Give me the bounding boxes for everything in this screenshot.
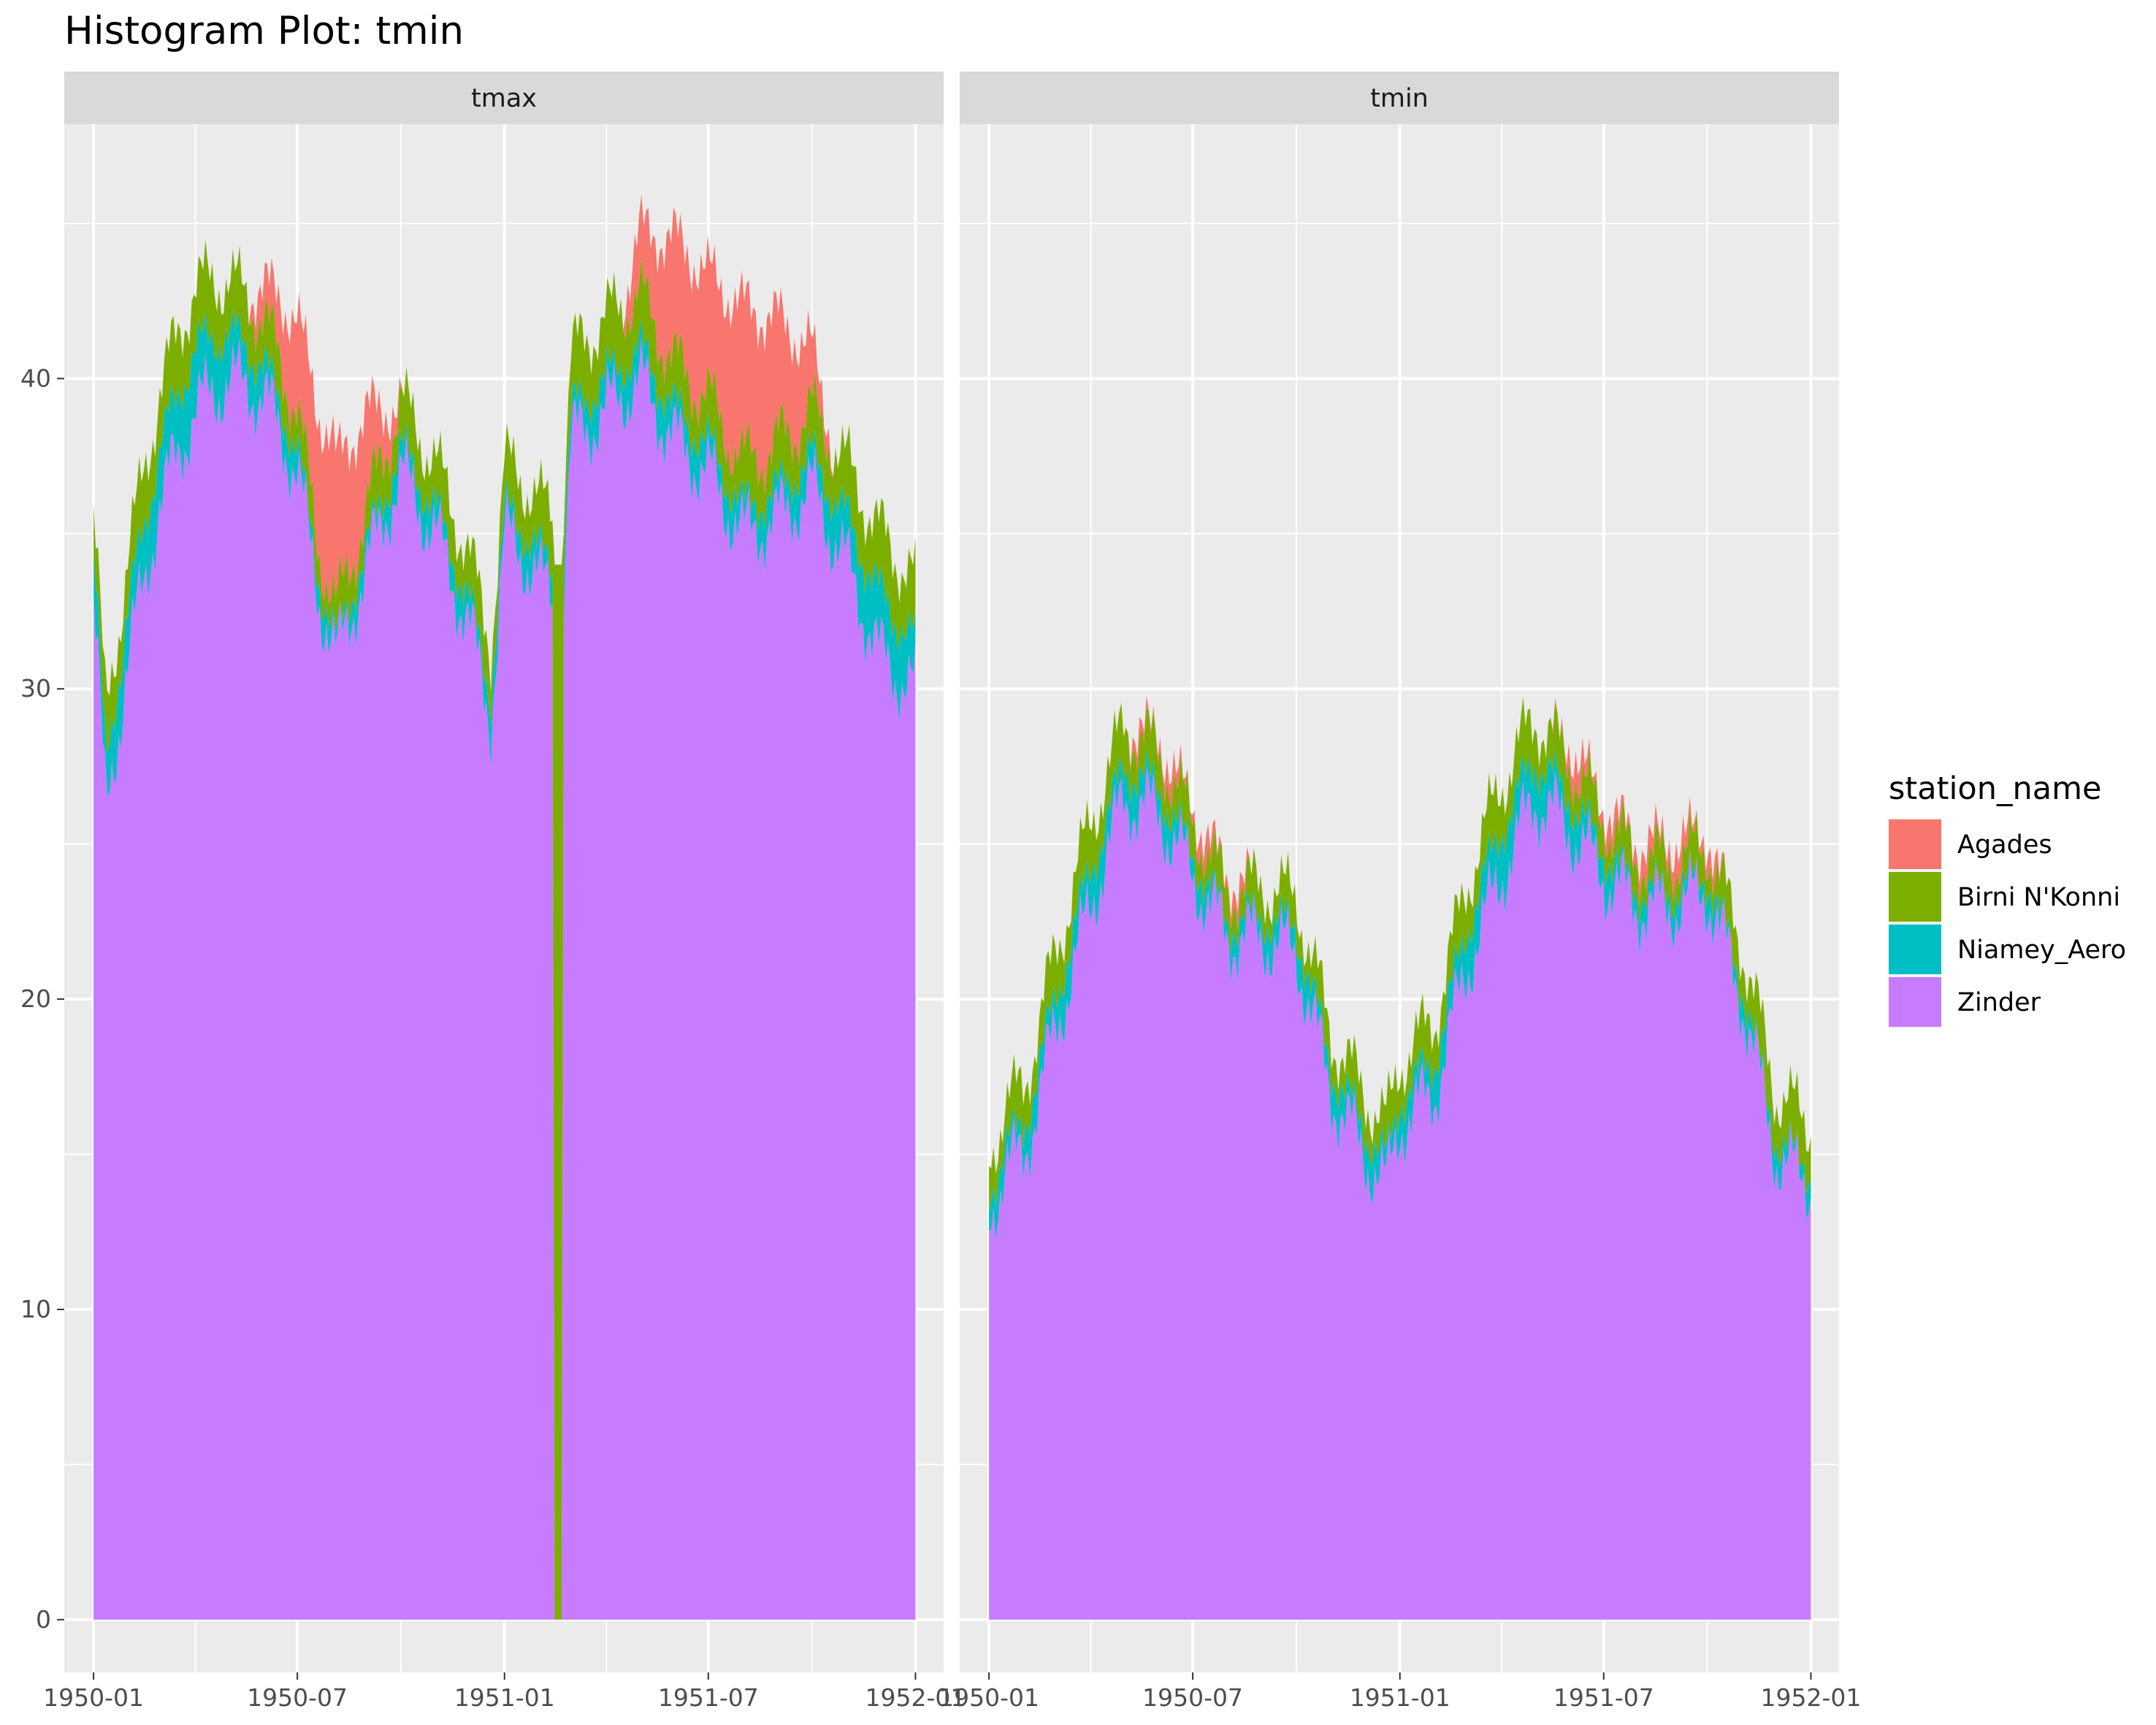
x-axis-tmin: 1950-01 1950-07 1951-01 1951-07 1952-01 — [939, 1672, 1861, 1712]
legend-swatch — [1889, 977, 1941, 1027]
facet-strip-tmin — [960, 72, 1839, 124]
area-tmin-zinder — [989, 767, 1811, 1620]
y-tick-label: 10 — [20, 1295, 51, 1323]
x-axis-tmax: 1950-01 1950-07 1951-01 1951-07 1952-01 — [43, 1672, 966, 1712]
facet-strip-label-tmax: tmax — [471, 84, 537, 113]
area-tmin-agades — [989, 695, 1811, 1174]
legend-items: Agades Birni N'Konni Niamey_Aero Zinder — [1889, 818, 2126, 1028]
x-tick-label: 1952-01 — [1761, 1683, 1862, 1712]
legend-label: Birni N'Konni — [1957, 883, 2120, 912]
facet-strip-label-tmin: tmin — [1370, 84, 1429, 113]
legend-swatch — [1889, 872, 1941, 922]
x-tick-label: 1950-01 — [939, 1683, 1039, 1712]
y-axis: 0 10 20 30 40 — [20, 364, 64, 1634]
legend: station_name Agades Birni N'Konni Niamey_A… — [1889, 770, 2126, 1028]
area-tmax-niamey-aero — [93, 307, 916, 1620]
area-tmin-birni-n-konni — [989, 697, 1811, 1212]
legend-label: Agades — [1957, 830, 2052, 860]
x-tick-label: 1950-07 — [247, 1683, 348, 1712]
area-tmax-birni-n-konni — [93, 240, 916, 1620]
y-tick-label: 40 — [20, 364, 51, 392]
x-tick-label: 1950-01 — [43, 1683, 144, 1712]
x-tick-label: 1952-01 — [865, 1683, 966, 1712]
legend-swatch — [1889, 819, 1941, 869]
legend-swatch — [1889, 925, 1941, 974]
x-tick-label: 1950-07 — [1142, 1683, 1243, 1712]
y-tick-label: 20 — [20, 984, 51, 1013]
x-tick-label: 1951-07 — [658, 1683, 759, 1712]
legend-title: station_name — [1889, 770, 2101, 807]
x-tick-label: 1951-07 — [1553, 1683, 1654, 1712]
legend-label: Zinder — [1957, 988, 2041, 1017]
area-tmax-agades — [93, 194, 916, 696]
chart-title: Histogram Plot: tmin — [64, 9, 464, 53]
facet-panel-tmin: tmin — [960, 72, 1839, 1672]
y-tick-label: 30 — [20, 674, 51, 703]
area-tmax-zinder — [93, 337, 916, 1620]
x-tick-label: 1951-01 — [454, 1683, 555, 1712]
x-tick-label: 1951-01 — [1350, 1683, 1450, 1712]
legend-label: Niamey_Aero — [1957, 936, 2126, 965]
area-tmin-niamey-aero — [989, 747, 1811, 1240]
stacked-areas-tmin — [989, 695, 1811, 1620]
facet-panel-tmax: tmax — [64, 72, 944, 1672]
y-tick-label: 0 — [36, 1605, 51, 1634]
stacked-areas-tmax — [93, 194, 916, 1620]
facet-strip-tmax — [64, 72, 944, 124]
